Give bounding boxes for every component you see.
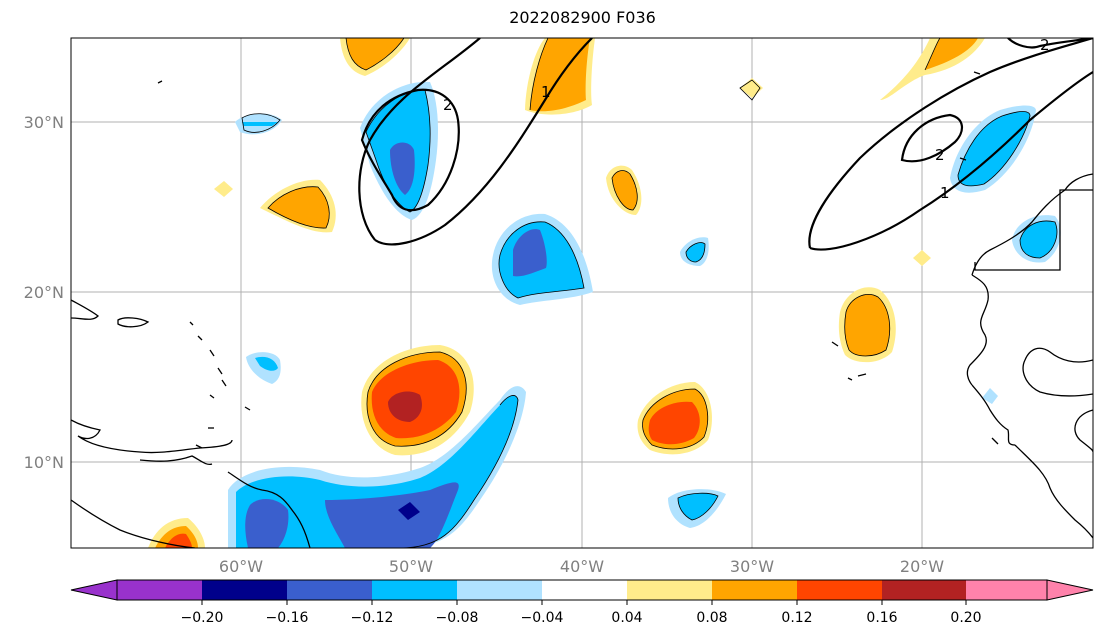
lon-tick-label: 40°W xyxy=(560,557,604,576)
thick-contours xyxy=(358,38,1093,251)
blob-pos-central xyxy=(361,345,474,456)
colorbar-label: −0.04 xyxy=(521,610,564,626)
lon-tick-labels: 60°W 50°W 40°W 30°W 20°W xyxy=(219,557,944,576)
blob-pos-top-right xyxy=(880,38,985,100)
colorbar-label: −0.08 xyxy=(436,610,479,626)
blob-pos-southeast xyxy=(637,382,712,455)
colorbar-swatch xyxy=(627,580,713,600)
thin-contours xyxy=(241,38,1058,548)
colorbar: −0.20 −0.16 −0.12 −0.08 −0.04 0.04 0.08 … xyxy=(70,579,1094,626)
colorbar-swatch xyxy=(712,580,798,600)
blob-neg-east xyxy=(1012,215,1061,263)
colorbar-high-extend xyxy=(1046,579,1094,601)
islands xyxy=(157,71,999,449)
blob-neg-small xyxy=(235,113,998,528)
colorbar-swatch xyxy=(797,580,883,600)
colorbar-label: 0.20 xyxy=(950,610,981,626)
contour-label: 1 xyxy=(541,83,551,101)
lon-tick-label: 50°W xyxy=(389,557,433,576)
blob-neg-northeast xyxy=(950,105,1036,193)
lon-tick-label: 60°W xyxy=(219,557,263,576)
colorbar-label: 0.08 xyxy=(696,610,727,626)
blob-neg-center xyxy=(491,213,593,305)
lat-tick-label: 10°N xyxy=(24,453,64,472)
colorbar-low-extend xyxy=(70,579,118,601)
map-frame xyxy=(70,37,1094,549)
colorbar-label: −0.20 xyxy=(181,610,224,626)
map-field: 2 1 2 1 2 xyxy=(71,36,1093,548)
lat-tick-label: 30°N xyxy=(24,113,64,132)
lat-tick-labels: 30°N 20°N 10°N xyxy=(24,113,64,472)
colorbar-swatch xyxy=(457,580,543,600)
contour-labels: 2 1 2 1 2 xyxy=(443,36,1050,202)
colorbar-swatch xyxy=(117,580,203,600)
blob-pos-west xyxy=(260,179,336,233)
contour-label: 2 xyxy=(443,96,453,114)
map-title: 2022082900 F036 xyxy=(509,8,656,27)
colorbar-swatch xyxy=(966,580,1047,600)
colorbar-label: 0.12 xyxy=(781,610,812,626)
blob-pos-east xyxy=(838,287,896,363)
colorbar-label: 0.16 xyxy=(866,610,897,626)
colorbar-label: −0.16 xyxy=(266,610,309,626)
blob-pos-mid xyxy=(606,165,642,215)
contour-label: 2 xyxy=(935,146,945,164)
blob-neg-south xyxy=(228,386,526,548)
colorbar-swatch xyxy=(202,580,288,600)
lon-tick-label: 20°W xyxy=(900,557,944,576)
colorbar-label: 0.04 xyxy=(611,610,642,626)
lat-tick-label: 20°N xyxy=(24,283,64,302)
colorbar-swatch xyxy=(372,580,458,600)
colorbar-swatch xyxy=(542,580,628,600)
colorbar-label: −0.12 xyxy=(351,610,394,626)
colorbar-swatch xyxy=(882,580,967,600)
blob-pos-small xyxy=(214,78,931,266)
lon-tick-label: 30°W xyxy=(730,557,774,576)
blob-pos-top-left xyxy=(340,38,410,76)
colorbar-swatch xyxy=(287,580,373,600)
negative-anomalies xyxy=(228,81,1061,548)
gridlines xyxy=(71,38,1093,548)
contour-label: 1 xyxy=(940,184,950,202)
blob-pos-southwest xyxy=(148,518,205,548)
coastlines xyxy=(71,173,1093,548)
contour-label: 2 xyxy=(1040,36,1050,54)
